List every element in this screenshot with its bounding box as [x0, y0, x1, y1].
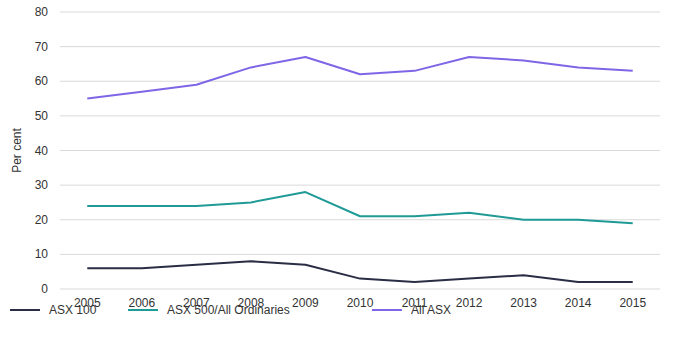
grid-line [60, 81, 660, 82]
series-line [87, 192, 632, 223]
y-tick-label: 70 [35, 40, 49, 54]
x-tick-label: 2012 [456, 296, 483, 310]
legend-label: All ASX [411, 303, 451, 317]
x-tick-label: 2006 [128, 296, 155, 310]
y-axis-label: Per cent [10, 127, 24, 172]
legend-swatch [128, 309, 158, 311]
plot-lines [87, 57, 632, 282]
y-tick-label: 0 [41, 282, 48, 296]
grid-line [60, 185, 660, 186]
x-tick-label: 2014 [565, 296, 592, 310]
y-tick-label: 10 [35, 247, 49, 261]
x-tick-label: 2013 [510, 296, 537, 310]
series-line [87, 57, 632, 99]
grid-line [60, 150, 660, 151]
grid-line [60, 254, 660, 255]
y-tick-label: 60 [35, 74, 49, 88]
grid-line [60, 289, 660, 290]
y-tick-label: 20 [35, 213, 49, 227]
x-tick-label: 2015 [619, 296, 646, 310]
x-tick-label: 2010 [347, 296, 374, 310]
series-line [87, 261, 632, 282]
legend-label: ASX 500/All Ordinaries [167, 303, 290, 317]
legend-label: ASX 100 [49, 303, 97, 317]
grid-line [60, 46, 660, 47]
y-tick-label: 50 [35, 109, 49, 123]
chart-svg: 01020304050607080Per cent200520062007200… [0, 0, 690, 355]
y-tick-label: 80 [35, 5, 49, 19]
grid-line [60, 115, 660, 116]
legend-swatch [372, 309, 402, 311]
y-tick-label: 40 [35, 144, 49, 158]
y-tick-label: 30 [35, 178, 49, 192]
x-tick-label: 2009 [292, 296, 319, 310]
legend-swatch [10, 309, 40, 311]
chart-container: 01020304050607080Per cent200520062007200… [0, 0, 690, 355]
grid-line [60, 12, 660, 13]
